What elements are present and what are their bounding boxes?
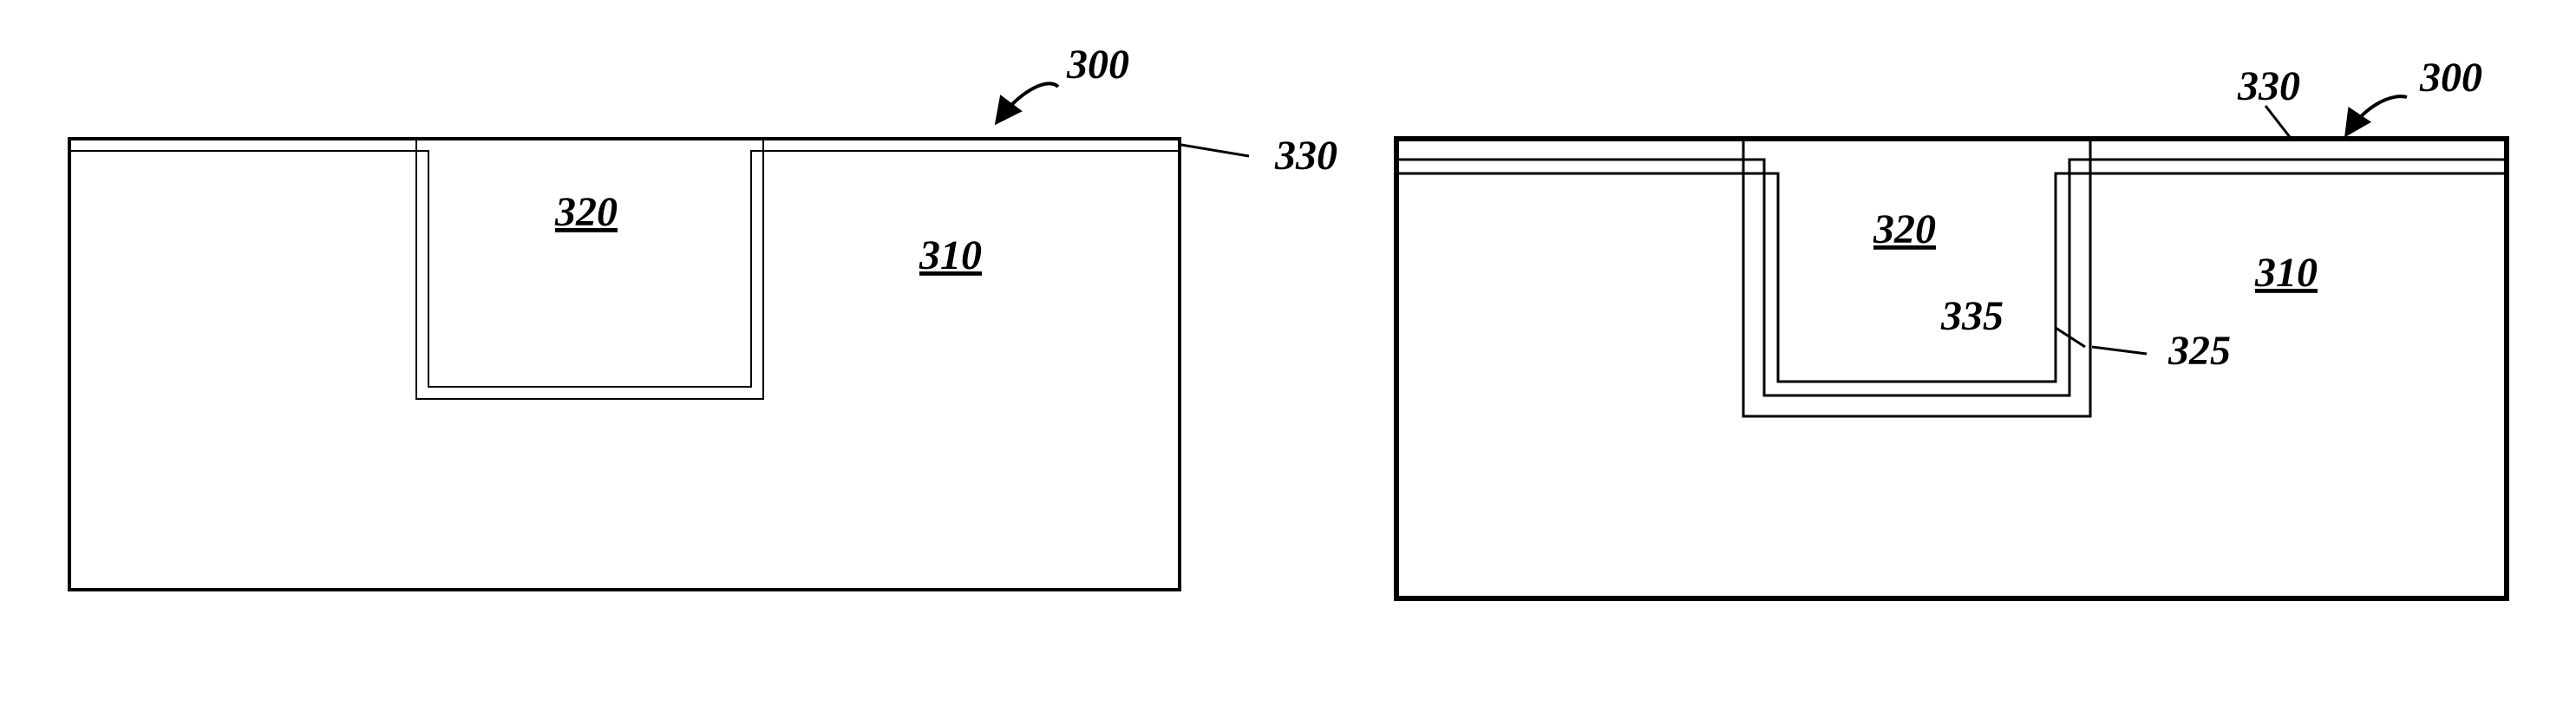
arrow-300 [997, 83, 1058, 121]
figure-a [69, 83, 1249, 590]
label-300: 300 [2419, 55, 2482, 101]
barrier-layer-inner [69, 151, 1180, 387]
label-320: 320 [1873, 206, 1936, 252]
leader-330 [1181, 145, 1249, 156]
label-330: 330 [1274, 133, 1337, 179]
label-310: 310 [919, 232, 982, 278]
barrier-layer-outer [69, 139, 1180, 399]
substrate-outline [69, 139, 1180, 590]
substrate-outline [1396, 139, 2507, 598]
layer-325-inner [1396, 173, 2507, 382]
label-310: 310 [2254, 250, 2318, 296]
label-320: 320 [554, 189, 618, 235]
label-300: 300 [1066, 42, 1129, 88]
leader-325 [2092, 347, 2147, 354]
figure-b [1396, 96, 2507, 598]
label-325: 325 [2167, 328, 2231, 374]
layer-330-outer [1396, 139, 2507, 416]
label-330: 330 [2237, 63, 2300, 109]
leader-330 [2265, 106, 2290, 137]
arrow-300 [2347, 96, 2407, 134]
label-335: 335 [1940, 293, 2004, 339]
layer-330-inner [1396, 160, 2507, 395]
